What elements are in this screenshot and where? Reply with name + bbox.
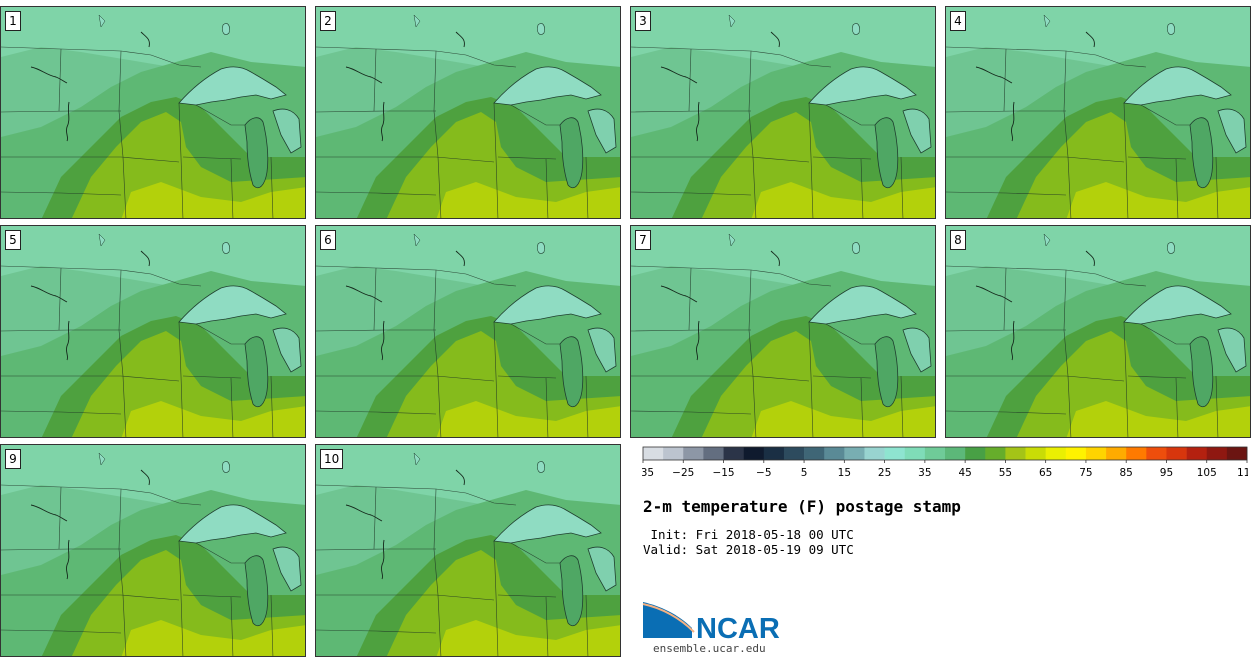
- colorbar-tick-label: −15: [712, 467, 734, 478]
- temperature-colorbar: −35 −25 −15 −5 5 15 25 35 45 55 65 75 85 95 105 115: [642, 446, 1248, 478]
- colorbar-segment: [1106, 447, 1127, 460]
- colorbar-tick-label: 15: [838, 467, 851, 478]
- panel-label: 2: [320, 11, 336, 31]
- colorbar-tick-label: −25: [672, 467, 694, 478]
- colorbar-segment: [783, 447, 805, 460]
- panel-label: 6: [320, 230, 336, 250]
- map-image: [1, 7, 305, 218]
- colorbar-tick-label: 95: [1160, 467, 1173, 478]
- map-panel-3: 3: [630, 6, 936, 219]
- colorbar-segment: [1025, 447, 1046, 460]
- colorbar-segment: [804, 447, 825, 460]
- panel-label: 5: [5, 230, 21, 250]
- map-panel-4: 4: [945, 6, 1251, 219]
- init-time: Init: Fri 2018-05-18 00 UTC: [643, 527, 854, 542]
- map-panel-6: 6: [315, 225, 621, 438]
- colorbar-tick-label: 65: [1039, 467, 1052, 478]
- map-panel-8: 8: [945, 225, 1251, 438]
- map-image: [316, 7, 620, 218]
- map-image: [631, 7, 935, 218]
- colorbar-segment: [743, 447, 765, 460]
- panel-label: 7: [635, 230, 651, 250]
- colorbar-tick-label: 75: [1079, 467, 1092, 478]
- colorbar-segment: [884, 447, 906, 460]
- colorbar-segment: [703, 447, 724, 460]
- colorbar-segment: [1206, 447, 1228, 460]
- colorbar-frame: [642, 446, 1248, 461]
- colorbar-segment: [1226, 447, 1248, 460]
- map-image: [1, 445, 305, 656]
- panel-label: 8: [950, 230, 966, 250]
- colorbar-tick-label: 35: [918, 467, 931, 478]
- map-image: [316, 445, 620, 656]
- colorbar-segment: [945, 447, 966, 460]
- ncar-logo-text: NCAR: [696, 613, 780, 644]
- colorbar-tick-label: 115: [1237, 467, 1248, 478]
- map-panel-7: 7: [630, 225, 936, 438]
- colorbar-segment: [1186, 447, 1208, 460]
- logo-url: ensemble.ucar.edu: [653, 642, 766, 655]
- colorbar-tick-label: 55: [999, 467, 1012, 478]
- ncar-logo-stripe: [642, 603, 695, 633]
- colorbar-tick-label: 25: [878, 467, 891, 478]
- valid-time: Valid: Sat 2018-05-19 09 UTC: [643, 542, 854, 557]
- map-panel-9: 9: [0, 444, 306, 657]
- colorbar-segment: [965, 447, 986, 460]
- panel-label: 3: [635, 11, 651, 31]
- colorbar-segment: [904, 447, 926, 460]
- colorbar-segment: [1146, 447, 1167, 460]
- panel-label: 9: [5, 449, 21, 469]
- map-image: [631, 226, 935, 437]
- colorbar-segment: [1126, 447, 1147, 460]
- colorbar-segment: [864, 447, 885, 460]
- map-panel-2: 2: [315, 6, 621, 219]
- panel-label: 4: [950, 11, 966, 31]
- colorbar-tick-label: 5: [801, 467, 808, 478]
- colorbar-tick-label: 105: [1197, 467, 1217, 478]
- colorbar-segment: [763, 447, 785, 460]
- map-panel-1: 1: [0, 6, 306, 219]
- colorbar-segment: [1166, 447, 1187, 460]
- map-panel-10: 10: [315, 444, 621, 657]
- plot-title: 2-m temperature (F) postage stamp: [643, 497, 961, 516]
- colorbar-segment: [663, 447, 684, 460]
- map-image: [946, 7, 1250, 218]
- colorbar-segment: [924, 447, 946, 460]
- colorbar-segment: [643, 447, 664, 460]
- colorbar-segment: [683, 447, 704, 460]
- colorbar-tick-label: 85: [1120, 467, 1133, 478]
- colorbar-tick-label: −35: [642, 467, 654, 478]
- ncar-logo: NCAR: [642, 602, 780, 644]
- colorbar-segment: [1065, 447, 1087, 460]
- colorbar-segment: [985, 447, 1006, 460]
- panel-label: 1: [5, 11, 21, 31]
- colorbar-segment: [1045, 447, 1067, 460]
- colorbar-tick-label: 45: [958, 467, 971, 478]
- colorbar-segment: [723, 447, 744, 460]
- ncar-logo-swoosh: [643, 602, 692, 638]
- panel-label: 10: [320, 449, 344, 469]
- map-image: [946, 226, 1250, 437]
- map-image: [316, 226, 620, 437]
- colorbar-segment: [1085, 447, 1107, 460]
- colorbar-segment: [1005, 447, 1026, 460]
- map-image: [1, 226, 305, 437]
- map-panel-5: 5: [0, 225, 306, 438]
- colorbar-segment: [844, 447, 865, 460]
- colorbar-segment: [824, 447, 845, 460]
- colorbar-tick-label: −5: [756, 467, 771, 478]
